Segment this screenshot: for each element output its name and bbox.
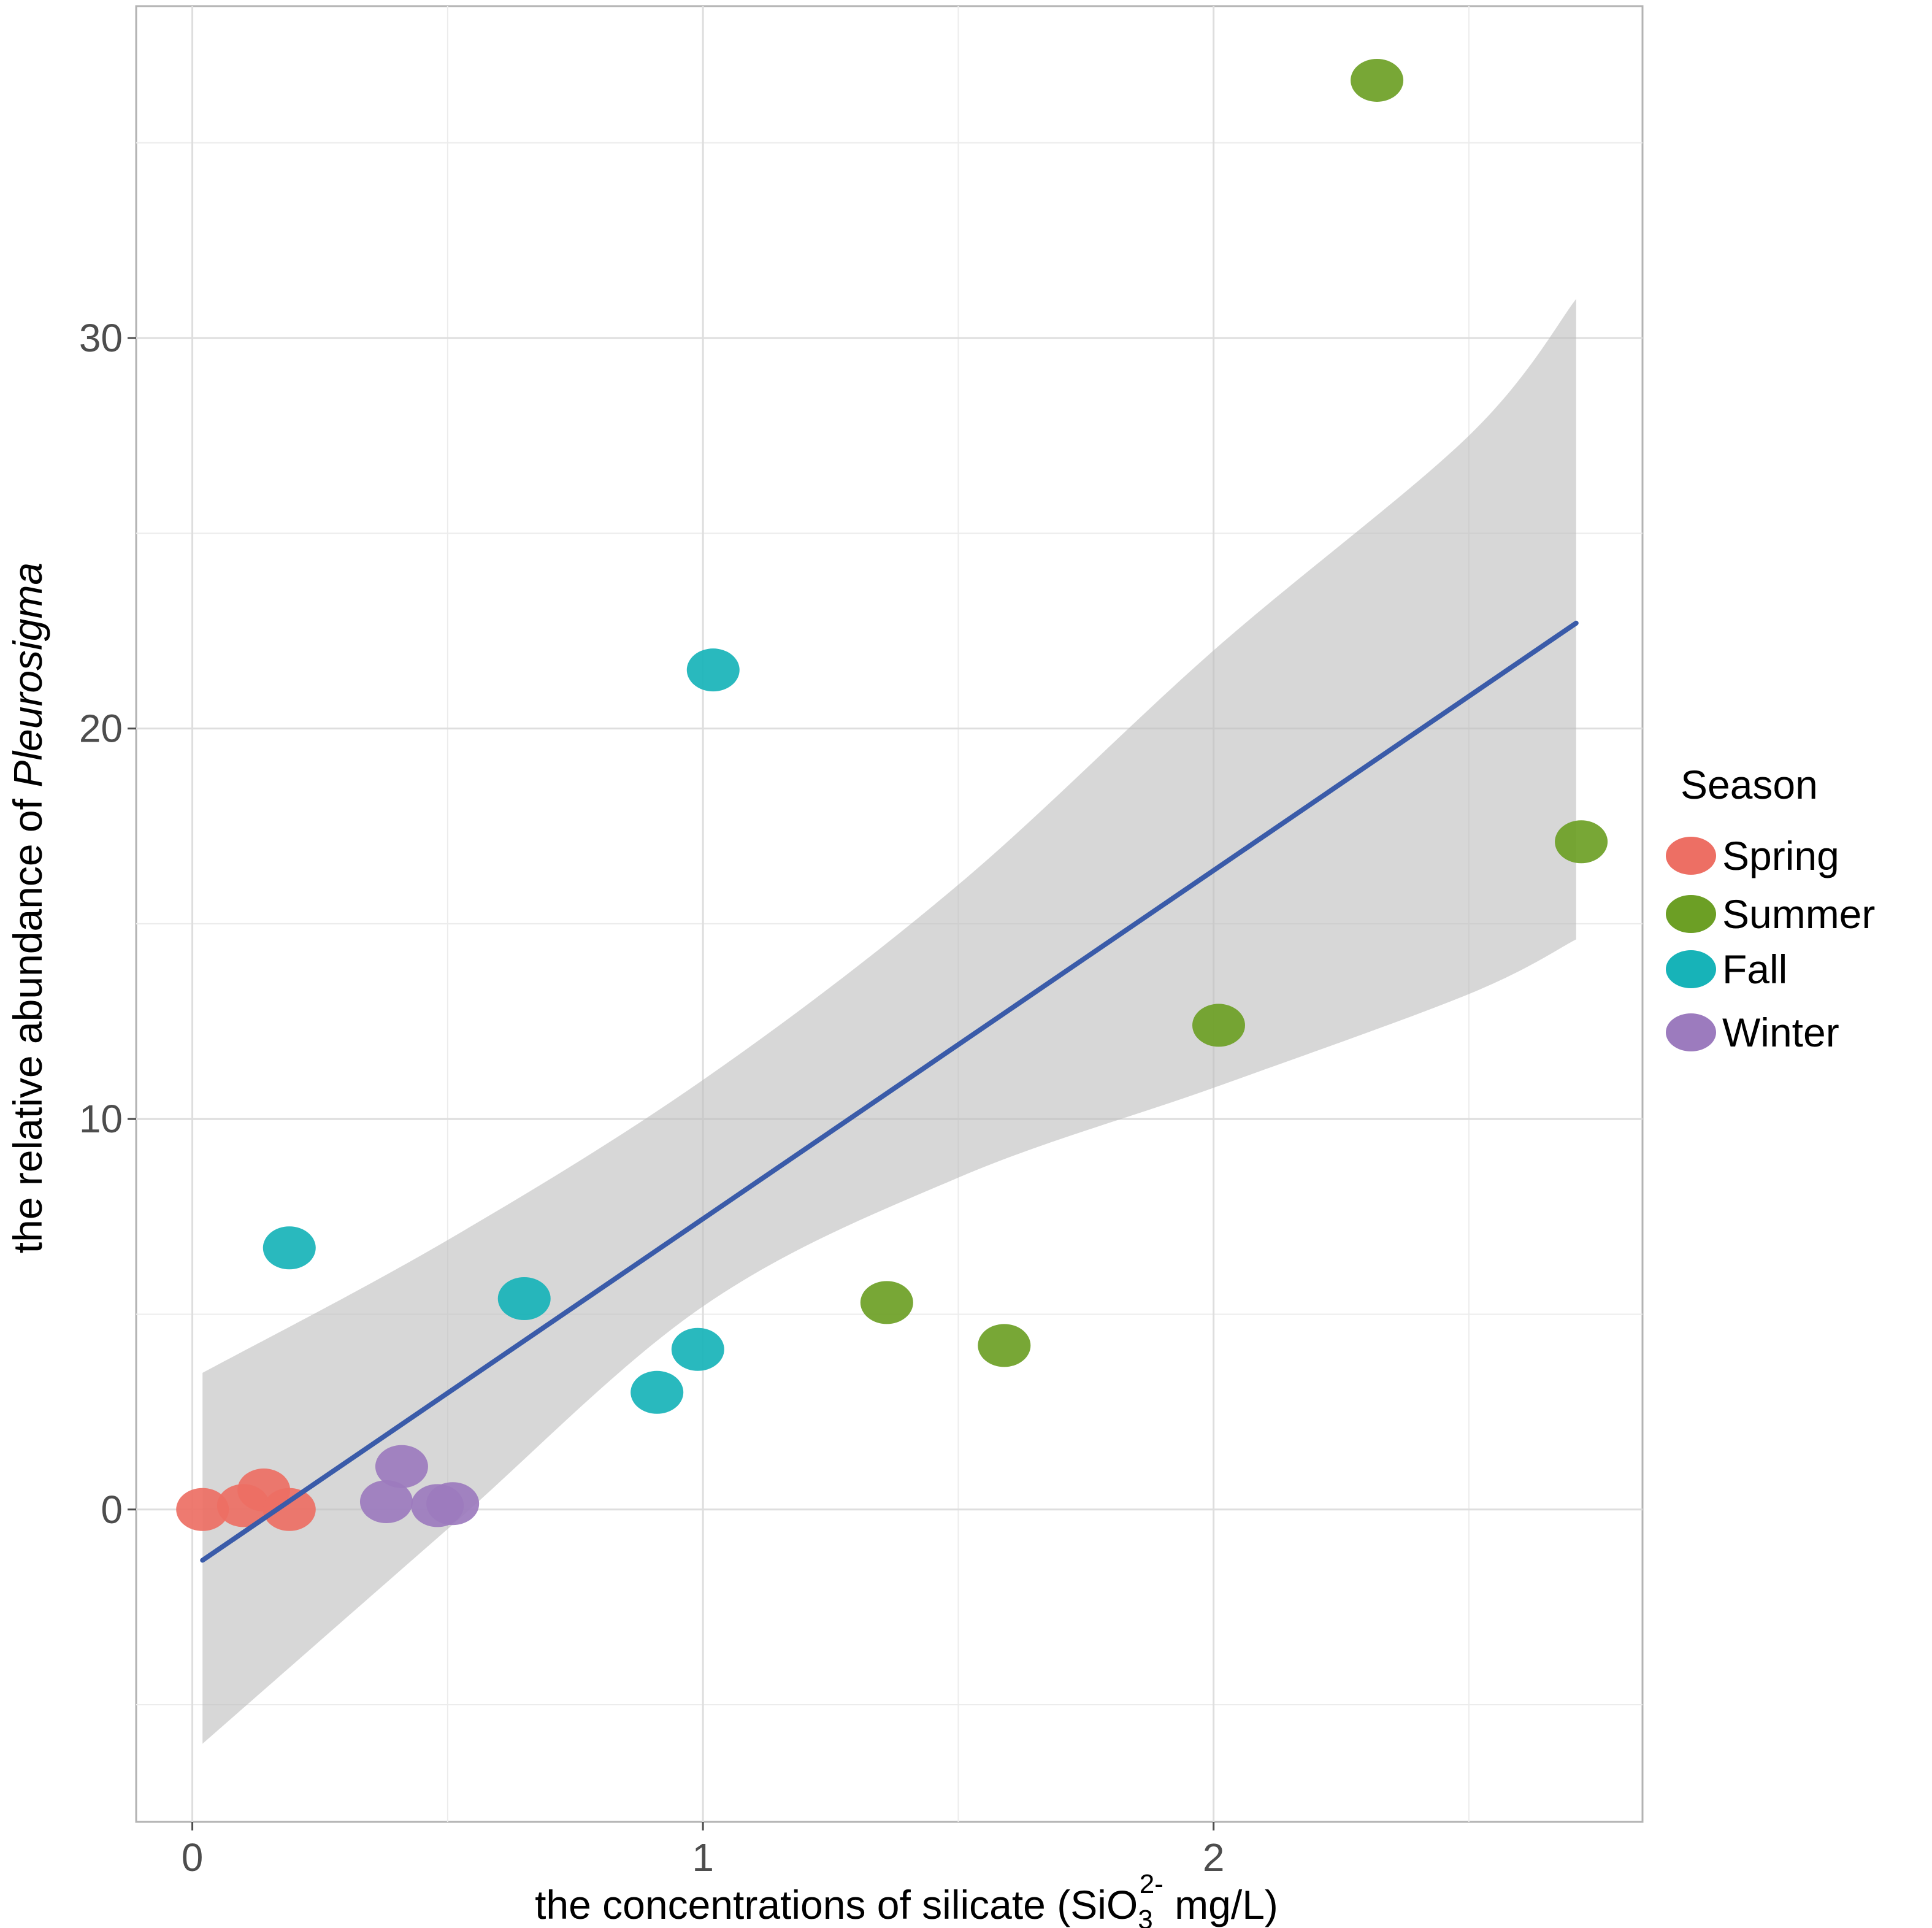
- point-winter: [426, 1482, 480, 1526]
- y-axis-title: the relative abundance of Pleurosigma: [5, 563, 50, 1253]
- confidence-band-group: [202, 299, 1576, 1744]
- point-fall: [631, 1370, 684, 1414]
- confidence-band: [202, 299, 1576, 1744]
- point-summer: [978, 1324, 1031, 1367]
- legend-label-winter: Winter: [1722, 1010, 1839, 1055]
- point-winter: [375, 1445, 428, 1488]
- regression-line-group: [200, 620, 1579, 1563]
- point-summer: [1555, 820, 1608, 864]
- legend-label-fall: Fall: [1722, 947, 1787, 992]
- point-winter: [359, 1480, 413, 1524]
- data-points: [176, 58, 1608, 1531]
- y-axis-ticks: 0 10 20 30: [79, 316, 136, 1532]
- x-tick-label: 2: [1203, 1835, 1225, 1880]
- legend-key-spring: [1666, 837, 1716, 875]
- point-summer: [1192, 1004, 1245, 1047]
- legend-key-winter: [1666, 1013, 1716, 1051]
- legend: Season Spring Summer Fall Winter: [1666, 762, 1875, 1055]
- legend-title: Season: [1681, 762, 1818, 807]
- legend-key-summer: [1666, 895, 1716, 933]
- legend-label-spring: Spring: [1722, 833, 1839, 878]
- legend-key-fall: [1666, 950, 1716, 988]
- point-fall: [263, 1226, 316, 1270]
- y-tick-label: 0: [101, 1488, 123, 1532]
- x-tick-label: 1: [692, 1835, 714, 1880]
- y-tick-label: 20: [79, 707, 123, 751]
- point-fall: [671, 1327, 724, 1371]
- point-fall: [686, 648, 740, 692]
- regression-line: [200, 620, 1579, 1563]
- point-spring: [176, 1488, 229, 1531]
- x-tick-label: 0: [182, 1835, 204, 1880]
- point-fall: [497, 1277, 551, 1321]
- point-summer: [860, 1281, 913, 1324]
- y-tick-label: 30: [79, 316, 123, 360]
- x-axis-title: the concentrations of silicate (SiO32- m…: [535, 1869, 1278, 1928]
- point-summer: [1351, 58, 1404, 102]
- x-axis-ticks: 0 1 2: [182, 1822, 1225, 1880]
- point-spring: [263, 1488, 316, 1531]
- y-tick-label: 10: [79, 1097, 123, 1141]
- legend-label-summer: Summer: [1722, 891, 1875, 937]
